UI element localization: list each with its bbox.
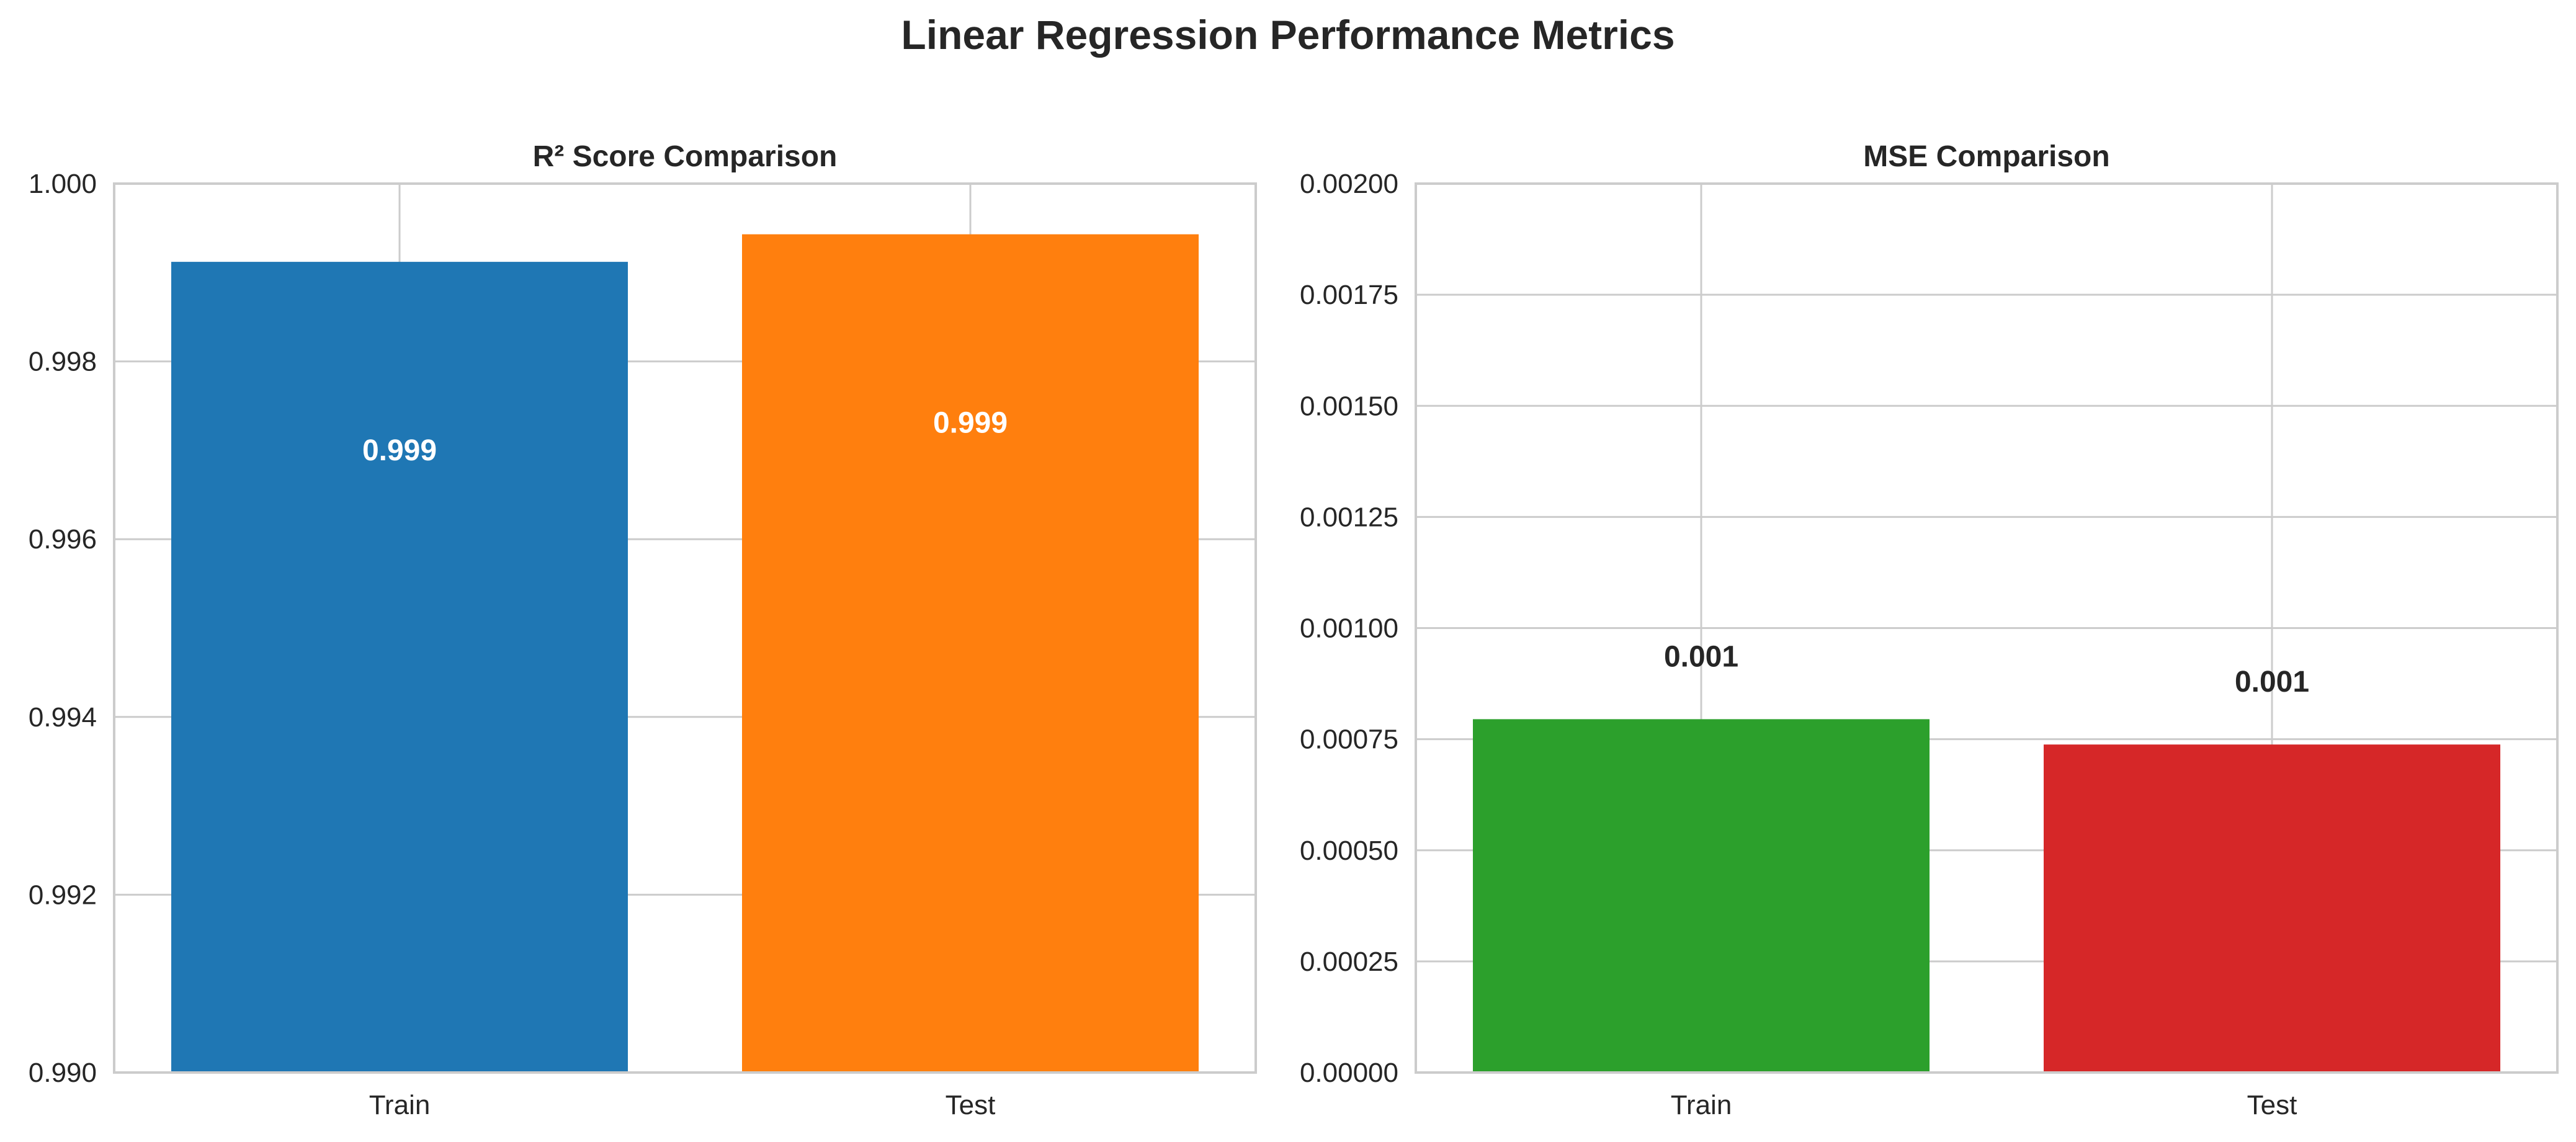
mse-ytick-label: 0.00025 [1300, 947, 1398, 977]
mse-ytick-label: 0.00200 [1300, 169, 1398, 199]
r2-data-label: 0.999 [933, 407, 1008, 440]
mse-bar-train [1473, 719, 1930, 1073]
mse-ytick-label: 0.00100 [1300, 613, 1398, 644]
r2-ytick-label: 0.994 [29, 702, 97, 733]
r2-panel: R² Score Comparison 0.999 0.999 0.990 0.992 0… [29, 140, 1257, 1120]
r2-ytick-label: 0.990 [29, 1058, 97, 1088]
mse-ytick-label: 0.00075 [1300, 725, 1398, 755]
mse-axes-frame [1415, 182, 2559, 1074]
r2-xtick-label: Train [369, 1090, 431, 1120]
r2-data-label: 0.999 [362, 434, 437, 467]
mse-ytick-label: 0.00050 [1300, 836, 1398, 866]
r2-ytick-label: 1.000 [29, 169, 97, 199]
mse-ytick-label: 0.00175 [1300, 280, 1398, 310]
r2-axes-frame [113, 182, 1257, 1074]
r2-ytick-label: 0.998 [29, 347, 97, 377]
mse-ytick-label: 0.00150 [1300, 391, 1398, 421]
mse-xtick-label: Train [1671, 1090, 1732, 1120]
mse-ytick-label: 0.00125 [1300, 502, 1398, 532]
r2-xtick-label: Test [946, 1090, 996, 1120]
mse-ytick-label: 0.00000 [1300, 1058, 1398, 1088]
figure-title: Linear Regression Performance Metrics [901, 12, 1675, 58]
r2-ytick-label: 0.992 [29, 880, 97, 910]
r2-title: R² Score Comparison [533, 140, 838, 173]
r2-bar-train [171, 262, 628, 1073]
mse-data-label: 0.001 [1664, 640, 1738, 673]
r2-bar-test [742, 234, 1199, 1073]
mse-xtick-label: Test [2247, 1090, 2297, 1120]
mse-panel: MSE Comparison 0.001 0.001 0.00000 0.00025 0.… [1300, 140, 2559, 1120]
mse-data-label: 0.001 [2235, 666, 2309, 698]
r2-ytick-label: 0.996 [29, 524, 97, 555]
mse-bar-test [2044, 744, 2500, 1073]
mse-title: MSE Comparison [1863, 140, 2109, 173]
